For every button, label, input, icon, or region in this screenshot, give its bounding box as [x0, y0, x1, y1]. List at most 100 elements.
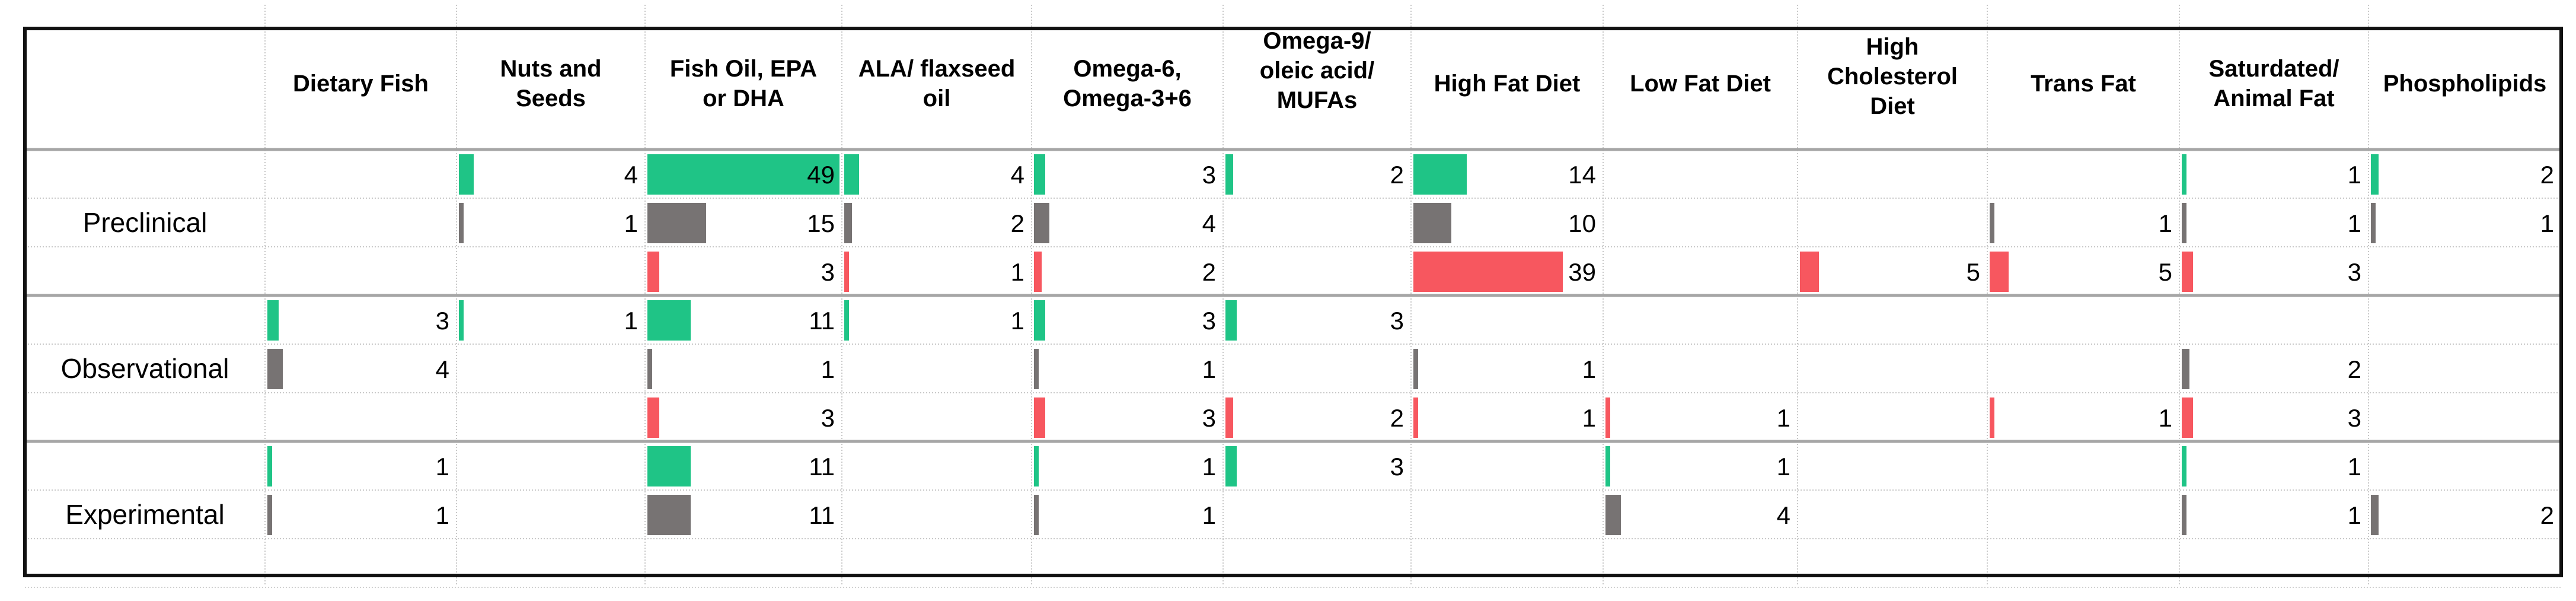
- group-label: Preclinical: [82, 207, 208, 238]
- data-value: 3: [1390, 453, 1404, 481]
- data-value: 3: [1390, 307, 1404, 335]
- column-header: Fish Oil, EPA or DHA: [669, 56, 818, 112]
- data-value: 1: [2347, 453, 2361, 481]
- column-header: Omega-9/ oleic acid/ MUFAs: [1259, 28, 1375, 113]
- data-value: 2: [1010, 209, 1024, 237]
- data-value: 3: [2347, 404, 2361, 432]
- data-value: 1: [2347, 501, 2361, 529]
- data-bar: [1413, 203, 1451, 243]
- data-value: 3: [435, 307, 449, 335]
- data-bar: [647, 203, 706, 243]
- data-bar: [1034, 300, 1045, 341]
- data-value: 14: [1568, 161, 1596, 189]
- data-value: 1: [1010, 307, 1024, 335]
- data-bar: [459, 203, 464, 243]
- data-bar: [2182, 154, 2186, 195]
- data-bar: [844, 300, 849, 341]
- column-header: Omega-6, Omega-3+6: [1063, 56, 1192, 112]
- data-bar: [1605, 446, 1610, 486]
- data-value: 1: [2347, 161, 2361, 189]
- data-value: 4: [1776, 501, 1790, 529]
- data-bar: [1605, 398, 1610, 438]
- column-header: Nuts and Seeds: [500, 56, 602, 112]
- data-bar: [647, 446, 691, 486]
- data-value: 1: [821, 355, 835, 383]
- data-bar: [2371, 154, 2379, 195]
- column-header: High Fat Diet: [1434, 71, 1581, 97]
- data-value: 11: [809, 501, 835, 529]
- data-value: 1: [2540, 209, 2554, 237]
- column-header: Saturdated/ Animal Fat: [2208, 56, 2339, 112]
- data-value: 4: [1202, 209, 1216, 237]
- group-label: Experimental: [65, 499, 225, 530]
- data-value: 1: [1202, 453, 1216, 481]
- data-value: 1: [1202, 355, 1216, 383]
- data-bar: [1800, 252, 1819, 292]
- data-bar: [2182, 252, 2193, 292]
- data-value: 1: [435, 453, 449, 481]
- data-value: 1: [1202, 501, 1216, 529]
- data-value: 1: [2158, 404, 2172, 432]
- data-bar: [1034, 495, 1039, 535]
- data-bar: [1413, 154, 1467, 195]
- data-bar: [844, 154, 859, 195]
- data-bar: [1034, 203, 1049, 243]
- data-value: 2: [1390, 404, 1404, 432]
- data-bar: [647, 495, 691, 535]
- data-value: 10: [1568, 209, 1596, 237]
- data-value: 3: [821, 404, 835, 432]
- data-bar: [1605, 495, 1621, 535]
- data-bar: [844, 252, 849, 292]
- data-bar: [2182, 398, 2193, 438]
- data-bar: [1225, 154, 1233, 195]
- data-value: 3: [1202, 307, 1216, 335]
- data-bar: [2371, 495, 2379, 535]
- data-bar: [647, 398, 659, 438]
- data-bar: [1034, 349, 1039, 389]
- data-value: 3: [1202, 161, 1216, 189]
- data-bar: [1413, 349, 1418, 389]
- column-header: Low Fat Diet: [1630, 71, 1771, 97]
- data-value: 3: [2347, 258, 2361, 286]
- data-bar: [1413, 252, 1563, 292]
- data-value: 4: [624, 161, 638, 189]
- data-bar: [2182, 349, 2189, 389]
- data-bar: [1034, 154, 1045, 195]
- data-bar: [1225, 300, 1237, 341]
- data-bar: [1225, 446, 1237, 486]
- data-value: 2: [1390, 161, 1404, 189]
- data-value: 1: [1776, 453, 1790, 481]
- data-bar: [1034, 398, 1045, 438]
- data-value: 3: [821, 258, 835, 286]
- data-bar: [844, 203, 852, 243]
- data-bar: [2182, 446, 2186, 486]
- column-header: Phospholipids: [2383, 71, 2547, 97]
- data-bar: [1990, 203, 1994, 243]
- data-value: 5: [2158, 258, 2172, 286]
- data-bar: [1034, 446, 1039, 486]
- data-bar: [1990, 252, 2009, 292]
- data-bar: [1034, 252, 1042, 292]
- data-value: 1: [624, 209, 638, 237]
- data-value: 1: [1582, 355, 1596, 383]
- data-value: 15: [807, 209, 835, 237]
- data-bar: [647, 252, 659, 292]
- column-header: Dietary Fish: [293, 71, 429, 97]
- data-bar: [2371, 203, 2376, 243]
- data-bar: [459, 300, 464, 341]
- data-bar: [1413, 398, 1418, 438]
- data-value: 1: [2347, 209, 2361, 237]
- data-bar: [647, 300, 691, 341]
- group-label: Observational: [60, 353, 229, 384]
- data-bar: [2182, 495, 2186, 535]
- data-value: 1: [1776, 404, 1790, 432]
- data-value: 11: [809, 307, 835, 335]
- data-value: 3: [1202, 404, 1216, 432]
- data-bar: [459, 154, 474, 195]
- data-value: 2: [2540, 161, 2554, 189]
- column-header: Trans Fat: [2031, 71, 2136, 97]
- data-bar: [2182, 203, 2186, 243]
- data-value: 1: [624, 307, 638, 335]
